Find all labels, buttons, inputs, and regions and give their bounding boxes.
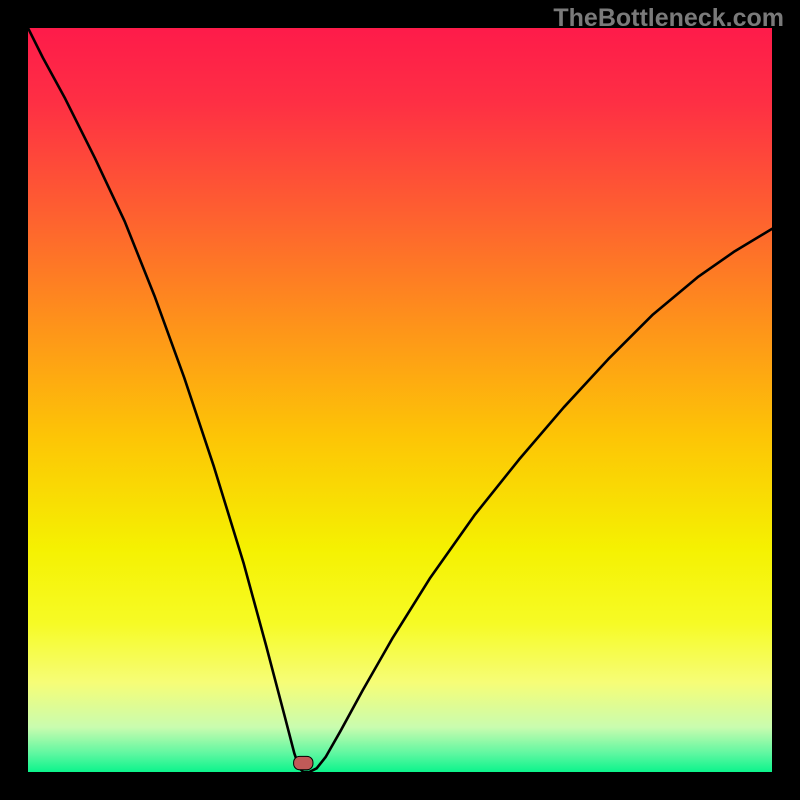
chart-stage: TheBottleneck.com [0,0,800,800]
gradient-background [28,28,772,772]
sweet-spot-marker [294,756,313,769]
bottleneck-chart [28,28,772,772]
watermark-text: TheBottleneck.com [553,4,784,33]
